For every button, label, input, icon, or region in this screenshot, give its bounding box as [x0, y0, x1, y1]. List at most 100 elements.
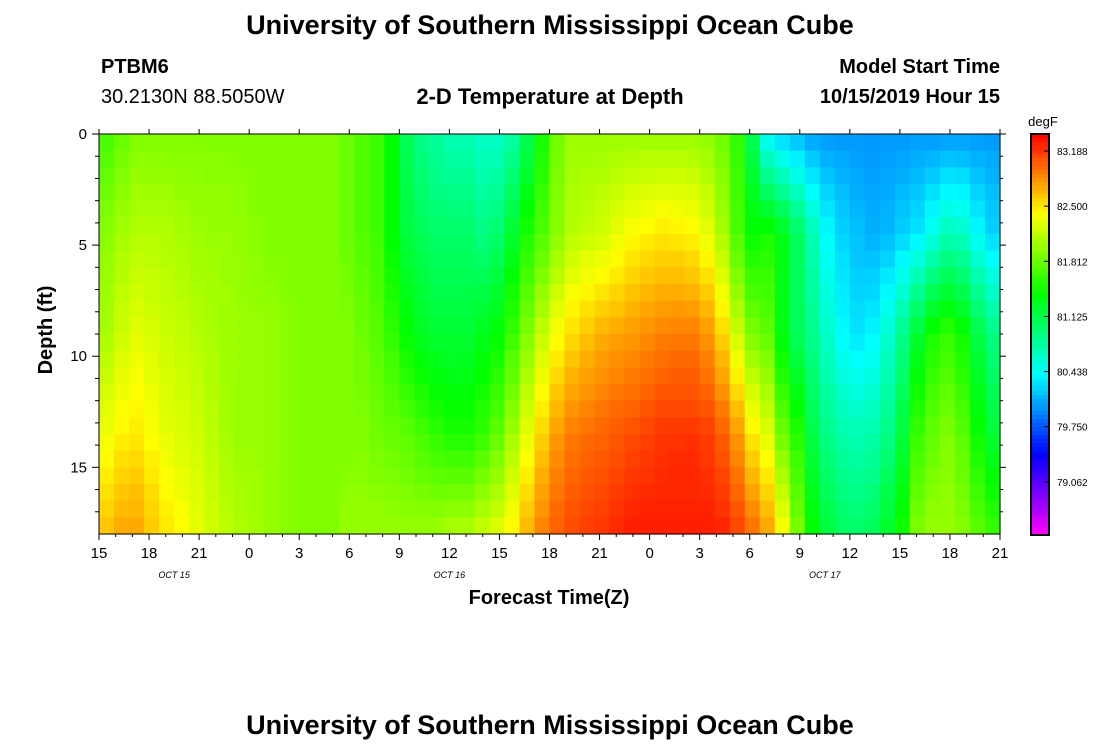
- colorbar-segment: [1031, 322, 1049, 328]
- heatmap-cell: [279, 517, 295, 535]
- colorbar-segment: [1031, 318, 1049, 324]
- heatmap-cell: [159, 317, 175, 335]
- heatmap-cell: [774, 434, 791, 452]
- heatmap-cell: [354, 484, 370, 502]
- heatmap-cell: [234, 350, 250, 368]
- heatmap-cell: [984, 284, 1001, 302]
- heatmap-cell: [204, 484, 220, 502]
- heatmap-cell: [699, 134, 716, 152]
- heatmap-cell: [534, 284, 551, 302]
- heatmap-cell: [924, 150, 941, 168]
- heatmap-cell: [969, 384, 986, 402]
- heatmap-cell: [489, 450, 506, 468]
- heatmap-cell: [939, 467, 956, 485]
- heatmap-cell: [579, 500, 596, 518]
- heatmap-cell: [159, 484, 175, 502]
- heatmap-cell: [519, 334, 536, 352]
- heatmap-cell: [729, 150, 746, 168]
- colorbar-tick-label: 83.188: [1057, 147, 1088, 158]
- heatmap-cell: [264, 450, 280, 468]
- heatmap-cell: [804, 317, 821, 335]
- colorbar-segment: [1031, 274, 1049, 279]
- heatmap-cell: [909, 517, 926, 535]
- heatmap-cell: [684, 217, 701, 235]
- heatmap-cell: [819, 384, 836, 402]
- heatmap-cell: [954, 517, 971, 535]
- heatmap-cell: [489, 167, 506, 185]
- heatmap-cell: [414, 417, 430, 435]
- heatmap-cell: [909, 234, 926, 252]
- heatmap-cell: [954, 350, 971, 368]
- heatmap-cell: [774, 384, 791, 402]
- heatmap-cell: [414, 517, 430, 535]
- heatmap-cell: [669, 167, 686, 185]
- colorbar-segment: [1031, 298, 1049, 304]
- heatmap-cell: [534, 367, 551, 385]
- heatmap-cell: [339, 317, 355, 335]
- heatmap-cell: [189, 184, 205, 202]
- heatmap-cell: [234, 484, 250, 502]
- heatmap-cell: [909, 217, 926, 235]
- heatmap-cell: [669, 134, 686, 152]
- heatmap-cell: [789, 267, 806, 285]
- heatmap-cell: [489, 467, 506, 485]
- heatmap-cell: [99, 500, 115, 518]
- heatmap-cell: [144, 150, 160, 168]
- heatmap-cell: [489, 417, 506, 435]
- heatmap-cell: [99, 367, 115, 385]
- heatmap-cell: [744, 500, 761, 518]
- heatmap-cell: [684, 300, 701, 318]
- heatmap-cell: [144, 300, 160, 318]
- heatmap-cell: [219, 250, 235, 268]
- heatmap-cell: [234, 184, 250, 202]
- heatmap-cell: [744, 234, 761, 252]
- heatmap-cell: [684, 134, 701, 152]
- heatmap-cell: [684, 450, 701, 468]
- heatmap-cell: [744, 200, 761, 218]
- heatmap-cell: [414, 450, 430, 468]
- colorbar-segment: [1031, 210, 1049, 215]
- heatmap-cell: [639, 334, 656, 352]
- heatmap-cell: [399, 467, 415, 485]
- heatmap-cell: [234, 217, 250, 235]
- heatmap-cell: [444, 350, 460, 368]
- heatmap-cell: [489, 350, 506, 368]
- heatmap-cell: [414, 384, 430, 402]
- heatmap-cell: [774, 334, 791, 352]
- heatmap-cell: [594, 334, 611, 352]
- heatmap-cell: [639, 167, 656, 185]
- heatmap-cell: [309, 434, 325, 452]
- heatmap-cell: [429, 267, 445, 285]
- heatmap-cell: [684, 517, 701, 535]
- x-tick-label: 12: [441, 545, 458, 562]
- colorbar-tick-label: 82.500: [1057, 202, 1088, 213]
- heatmap-cell: [384, 284, 400, 302]
- heatmap-cell: [234, 450, 250, 468]
- heatmap-cell: [504, 300, 521, 318]
- heatmap-cell: [834, 150, 851, 168]
- heatmap-cell: [174, 184, 190, 202]
- heatmap-cell: [549, 184, 566, 202]
- heatmap-cell: [909, 450, 926, 468]
- heatmap-cell: [309, 150, 325, 168]
- heatmap-cell: [219, 317, 235, 335]
- heatmap-cell: [894, 484, 911, 502]
- heatmap-cell: [459, 384, 476, 402]
- heatmap-cell: [909, 384, 926, 402]
- heatmap-cell: [624, 350, 641, 368]
- heatmap-cell: [564, 200, 581, 218]
- heatmap-cell: [564, 167, 581, 185]
- heatmap-cell: [129, 284, 145, 302]
- heatmap-cell: [294, 450, 310, 468]
- heatmap-cell: [789, 350, 806, 368]
- heatmap-cell: [384, 350, 400, 368]
- heatmap-cell: [264, 200, 280, 218]
- heatmap-cell: [654, 400, 671, 418]
- heatmap-cell: [219, 167, 235, 185]
- heatmap-cell: [909, 500, 926, 518]
- heatmap-cell: [324, 367, 340, 385]
- heatmap-cell: [774, 500, 791, 518]
- heatmap-cell: [624, 284, 641, 302]
- heatmap-cell: [969, 334, 986, 352]
